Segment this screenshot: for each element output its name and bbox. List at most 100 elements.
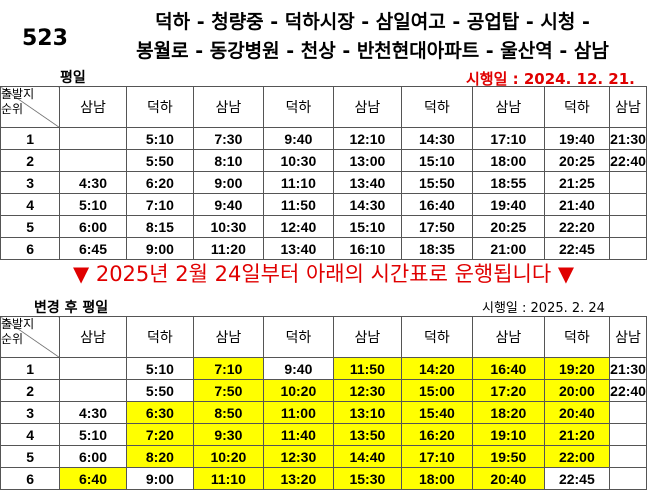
time-cell: 22:40 <box>609 149 647 172</box>
time-cell: 13:50 <box>333 423 402 446</box>
time-cell: 20:25 <box>543 149 611 172</box>
rank-cell: 1 <box>0 127 61 150</box>
table-row: 3 4:30 6:20 9:00 11:10 13:40 15:50 18:55 21:25 <box>0 171 647 194</box>
time-cell: 7:10 <box>193 357 264 380</box>
rank-cell: 1 <box>0 357 61 380</box>
time-cell: 14:40 <box>333 445 402 468</box>
time-cell: 8:20 <box>125 445 195 468</box>
time-cell: 9:00 <box>125 467 195 490</box>
table-row: 4 5:10 7:10 9:40 11:50 14:30 16:40 19:40 21:40 <box>0 193 647 216</box>
column-header: 덕하 <box>125 86 195 128</box>
time-cell: 5:10 <box>59 193 127 216</box>
time-cell: 9:30 <box>193 423 264 446</box>
column-header: 삼남 <box>193 316 264 358</box>
time-cell: 19:40 <box>543 127 611 150</box>
time-cell <box>609 237 647 260</box>
time-cell: 17:20 <box>472 379 545 402</box>
table-row: 5 6:00 8:15 10:30 12:40 15:10 17:50 20:25 22:20 <box>0 215 647 238</box>
time-cell: 15:10 <box>333 215 402 238</box>
time-cell: 5:50 <box>125 149 195 172</box>
column-header: 덕하 <box>262 86 335 128</box>
column-header: 삼남 <box>333 86 402 128</box>
time-cell: 5:10 <box>125 357 195 380</box>
time-cell: 6:20 <box>125 171 195 194</box>
time-cell: 18:35 <box>400 237 474 260</box>
table-row: 4 5:10 7:20 9:30 11:40 13:50 16:20 19:10 21:20 <box>0 423 647 446</box>
time-cell: 11:00 <box>262 401 335 424</box>
rank-cell: 2 <box>0 149 61 172</box>
time-cell: 13:40 <box>333 171 402 194</box>
time-cell: 21:30 <box>609 357 647 380</box>
time-cell: 6:45 <box>59 237 127 260</box>
time-cell: 14:20 <box>400 357 474 380</box>
time-cell: 20:40 <box>543 401 611 424</box>
section1-effective-date: 시행일 : 2024. 12. 21. <box>466 70 635 88</box>
corner-rank-label: 순위 <box>1 332 24 346</box>
time-cell: 8:10 <box>193 149 264 172</box>
corner-origin-label: 출발지 <box>1 87 35 101</box>
time-cell: 9:00 <box>125 237 195 260</box>
time-cell: 4:30 <box>59 171 127 194</box>
time-cell: 10:20 <box>262 379 335 402</box>
column-header: 삼남 <box>472 86 545 128</box>
time-cell: 15:00 <box>400 379 474 402</box>
timetable-weekday-changed: 출발지 순위 삼남 덕하 삼남 덕하 삼남 덕하 삼남 덕하 삼남 1 5:10 7:10 9:40 11:5… <box>0 316 647 490</box>
route-stops-line2: 봉월로 - 동강병원 - 천상 - 반천현대아파트 - 울산역 - 삼남 <box>136 40 609 62</box>
time-cell: 16:40 <box>472 357 545 380</box>
time-cell: 12:10 <box>333 127 402 150</box>
time-cell: 11:50 <box>262 193 335 216</box>
column-header: 삼남 <box>333 316 402 358</box>
time-cell: 13:40 <box>262 237 335 260</box>
table-row: 5 6:00 8:20 10:20 12:30 14:40 17:10 19:50 22:00 <box>0 445 647 468</box>
table-row: 1 5:10 7:10 9:40 11:50 14:20 16:40 19:20 21:30 <box>0 357 647 380</box>
time-cell: 9:00 <box>193 171 264 194</box>
time-cell: 17:10 <box>472 127 545 150</box>
time-cell: 21:40 <box>543 193 611 216</box>
time-cell <box>59 149 127 172</box>
time-cell: 18:00 <box>400 467 474 490</box>
timetable-weekday: 출발지 순위 삼남 덕하 삼남 덕하 삼남 덕하 삼남 덕하 삼남 1 5:10 7:30 9:40 12:1… <box>0 86 647 260</box>
column-header: 덕하 <box>543 316 611 358</box>
time-cell: 17:50 <box>400 215 474 238</box>
time-cell <box>609 467 647 490</box>
time-cell: 9:40 <box>193 193 264 216</box>
time-cell: 13:10 <box>333 401 402 424</box>
rank-cell: 4 <box>0 193 61 216</box>
time-cell: 8:50 <box>193 401 264 424</box>
route-number: 523 <box>22 26 68 51</box>
time-cell <box>609 193 647 216</box>
time-cell: 6:40 <box>59 467 127 490</box>
column-header: 삼남 <box>59 86 127 128</box>
time-cell: 11:50 <box>333 357 402 380</box>
table-row: 2 5:50 8:10 10:30 13:00 15:10 18:00 20:25 22:40 <box>0 149 647 172</box>
time-cell: 18:55 <box>472 171 545 194</box>
rank-cell: 3 <box>0 171 61 194</box>
time-cell: 15:40 <box>400 401 474 424</box>
time-cell: 4:30 <box>59 401 127 424</box>
time-cell: 19:50 <box>472 445 545 468</box>
column-header: 삼남 <box>609 86 647 128</box>
corner-origin-label: 출발지 <box>1 317 35 331</box>
table-row: 3 4:30 6:30 8:50 11:00 13:10 15:40 18:20 20:40 <box>0 401 647 424</box>
time-cell: 7:30 <box>193 127 264 150</box>
time-cell: 19:20 <box>543 357 611 380</box>
time-cell: 7:10 <box>125 193 195 216</box>
column-header: 덕하 <box>400 86 474 128</box>
time-cell: 6:00 <box>59 215 127 238</box>
time-cell: 18:00 <box>472 149 545 172</box>
time-cell: 11:10 <box>262 171 335 194</box>
triangle-down-icon: ▼ <box>72 262 90 286</box>
column-header: 삼남 <box>59 316 127 358</box>
column-header: 덕하 <box>543 86 611 128</box>
time-cell: 9:40 <box>262 127 335 150</box>
time-cell: 22:00 <box>543 445 611 468</box>
rank-cell: 4 <box>0 423 61 446</box>
time-cell: 21:00 <box>472 237 545 260</box>
time-cell: 12:40 <box>262 215 335 238</box>
time-cell: 11:20 <box>193 237 264 260</box>
notice-text: 2025년 2월 24일부터 아래의 시간표로 운행됩니다 <box>95 262 552 286</box>
section2-label: 변경 후 평일 <box>34 300 109 316</box>
column-header: 덕하 <box>125 316 195 358</box>
time-cell: 21:25 <box>543 171 611 194</box>
time-cell: 22:20 <box>543 215 611 238</box>
